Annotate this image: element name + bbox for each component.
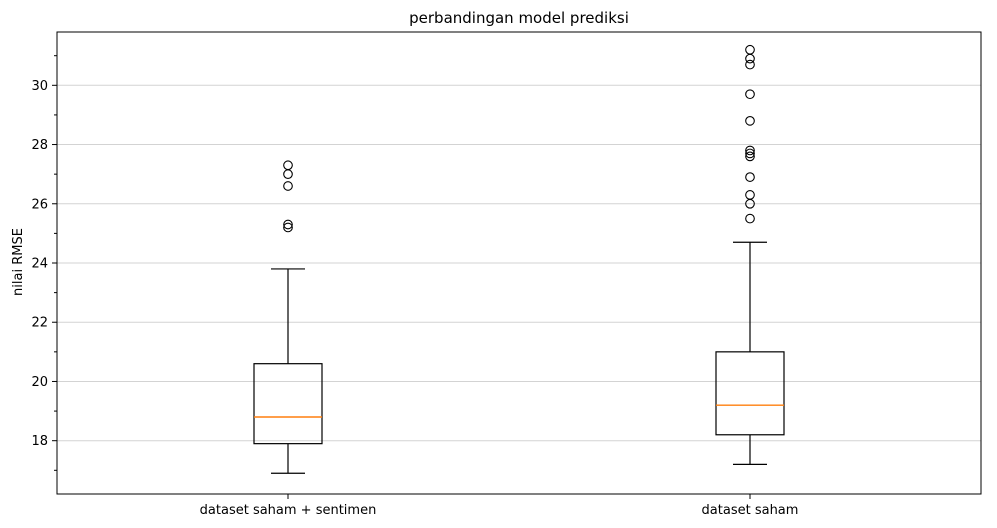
x-axis: dataset saham + sentimen dataset saham xyxy=(200,494,799,518)
y-tick-label: 24 xyxy=(31,257,48,272)
outlier-point xyxy=(745,115,755,126)
y-tick-label: 28 xyxy=(31,138,48,153)
outlier-point xyxy=(745,59,755,70)
y-tick-label: 20 xyxy=(31,375,48,390)
y-tick-label: 18 xyxy=(31,434,48,449)
y-tick-label: 30 xyxy=(31,79,48,94)
grid-lines xyxy=(57,84,981,442)
y-axis-label: nilai RMSE xyxy=(11,228,26,296)
x-tick-label: dataset saham + sentimen xyxy=(200,503,377,518)
outlier-point xyxy=(283,169,293,180)
boxes-layer xyxy=(253,44,785,474)
outlier-point xyxy=(283,160,293,171)
box-group xyxy=(715,44,785,465)
y-tick-label: 22 xyxy=(31,316,48,331)
outlier-point xyxy=(745,213,755,224)
outlier-point xyxy=(745,148,755,159)
box-group xyxy=(253,160,323,474)
x-tick-label: dataset saham xyxy=(702,503,799,518)
chart-title: perbandingan model prediksi xyxy=(409,9,629,27)
outlier-point xyxy=(745,172,755,182)
outlier-point xyxy=(745,151,755,162)
outlier-point xyxy=(745,145,755,156)
box-iqr xyxy=(253,363,323,445)
y-tick-label: 26 xyxy=(31,197,48,212)
outlier-point xyxy=(283,219,293,230)
outlier-point xyxy=(283,181,293,191)
outlier-point xyxy=(745,89,755,100)
outlier-point xyxy=(745,44,755,55)
y-axis: 18 20 22 24 26 28 30 xyxy=(31,55,57,471)
outlier-point xyxy=(283,222,293,233)
outlier-point xyxy=(745,190,755,200)
box-iqr xyxy=(715,351,785,436)
outlier-point xyxy=(745,53,755,64)
